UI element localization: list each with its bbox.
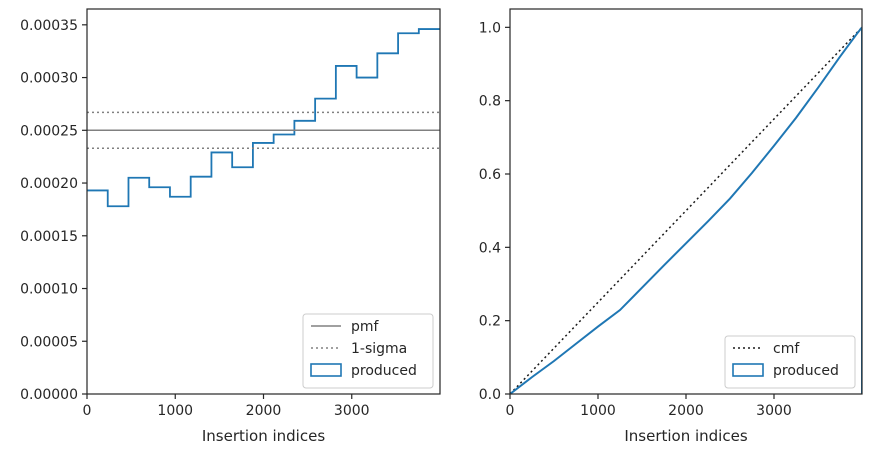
legend: cmf produced — [724, 335, 856, 389]
left-pmf-panel: 0 1000 2000 3000 0.00000 0.00005 0.00010 0.0001… — [20, 8, 441, 445]
plot-area — [87, 28, 440, 208]
y-tick-label: 0.00015 — [20, 229, 78, 245]
legend: pmf 1-sigma produced — [302, 313, 434, 389]
y-tick-label: 0.00030 — [20, 71, 78, 87]
legend-label: produced — [351, 363, 417, 379]
legend-label: 1-sigma — [351, 341, 407, 357]
legend-swatch-produced — [732, 363, 764, 377]
y-tick-label: 0.8 — [479, 94, 501, 110]
y-tick-label: 0.2 — [479, 314, 501, 330]
x-axis-label: Insertion indices — [202, 427, 325, 445]
y-tick-label: 0.4 — [479, 240, 501, 256]
y-tick-label: 0.00020 — [20, 176, 78, 192]
x-tick-label: 3000 — [756, 403, 792, 419]
plot-area — [510, 26, 862, 394]
legend-box — [302, 313, 434, 389]
produced-histogram — [87, 28, 440, 208]
x-axis-label: Insertion indices — [624, 427, 747, 445]
y-tick-label: 0.00000 — [20, 387, 78, 403]
y-tick-label: 0.00010 — [20, 282, 78, 298]
x-tick-label: 2000 — [246, 403, 282, 419]
x-tick-label: 3000 — [334, 403, 370, 419]
y-tick-label: 0.00005 — [20, 334, 78, 350]
produced-cumulative — [510, 26, 862, 394]
x-tick-label: 0 — [83, 403, 92, 419]
y-tick-label: 0.0 — [479, 387, 501, 403]
x-tick-label: 1000 — [580, 403, 616, 419]
x-tick-label: 0 — [506, 403, 515, 419]
y-tick-label: 1.0 — [479, 20, 501, 36]
right-cmf-panel: 0 1000 2000 3000 0.0 0.2 0.4 0.6 0.8 1.0 Insertion… — [479, 8, 863, 445]
y-tick-label: 0.00035 — [20, 18, 78, 34]
legend-label: cmf — [773, 341, 800, 357]
legend-label: produced — [773, 363, 839, 379]
legend-swatch-produced — [310, 363, 342, 377]
x-tick-label: 1000 — [157, 403, 193, 419]
y-tick-label: 0.00025 — [20, 123, 78, 139]
x-tick-label: 2000 — [668, 403, 704, 419]
legend-box — [724, 335, 856, 389]
y-tick-label: 0.6 — [479, 167, 501, 183]
legend-label: pmf — [351, 319, 380, 335]
